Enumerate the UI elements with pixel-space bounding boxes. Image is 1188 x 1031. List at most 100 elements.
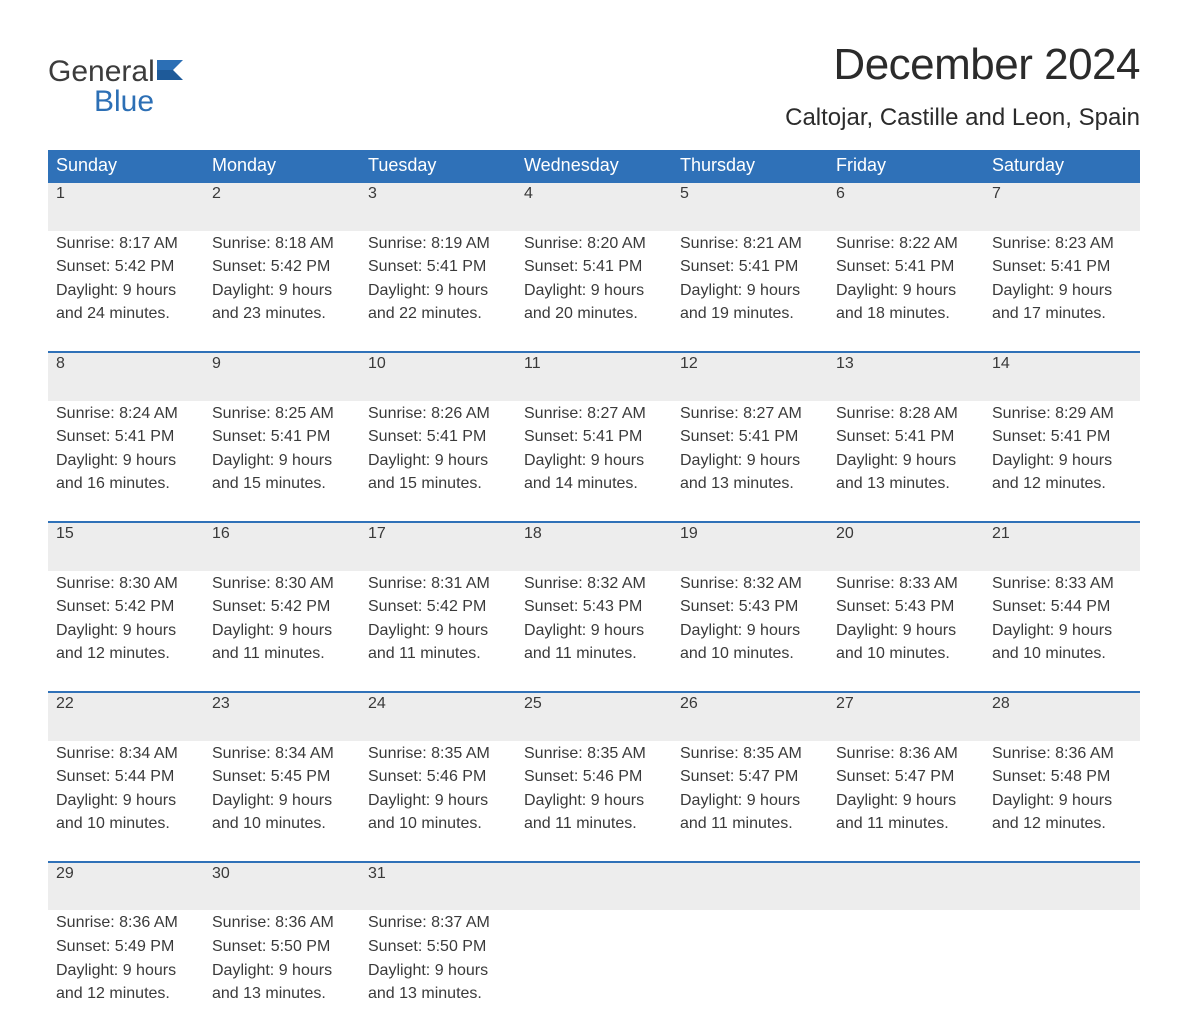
daylight-text: Daylight: 9 hours xyxy=(992,278,1132,302)
day-number: 30 xyxy=(204,862,360,911)
weekday-header: Monday xyxy=(204,150,360,182)
sunset-text: Sunset: 5:47 PM xyxy=(836,764,976,788)
sunrise-text: Sunrise: 8:37 AM xyxy=(368,910,508,934)
sunset-text: Sunset: 5:43 PM xyxy=(524,594,664,618)
sunrise-text: Sunrise: 8:27 AM xyxy=(524,401,664,425)
weekday-header: Tuesday xyxy=(360,150,516,182)
day-cell xyxy=(828,910,984,1030)
day-number: 8 xyxy=(48,352,204,401)
day-cell: Sunrise: 8:24 AMSunset: 5:41 PMDaylight:… xyxy=(48,401,204,522)
day-number: 18 xyxy=(516,522,672,571)
sunset-text: Sunset: 5:46 PM xyxy=(368,764,508,788)
sunset-text: Sunset: 5:41 PM xyxy=(212,424,352,448)
day-cell: Sunrise: 8:29 AMSunset: 5:41 PMDaylight:… xyxy=(984,401,1140,522)
sunset-text: Sunset: 5:41 PM xyxy=(680,254,820,278)
day-cell: Sunrise: 8:27 AMSunset: 5:41 PMDaylight:… xyxy=(516,401,672,522)
daylight-text: and 22 minutes. xyxy=(368,301,508,325)
daylight-text: Daylight: 9 hours xyxy=(836,278,976,302)
day-number: 23 xyxy=(204,692,360,741)
day-number-row: 1234567 xyxy=(48,182,1140,231)
sunrise-text: Sunrise: 8:30 AM xyxy=(56,571,196,595)
day-content-row: Sunrise: 8:24 AMSunset: 5:41 PMDaylight:… xyxy=(48,401,1140,522)
weekday-header: Saturday xyxy=(984,150,1140,182)
daylight-text: and 11 minutes. xyxy=(368,641,508,665)
daylight-text: Daylight: 9 hours xyxy=(212,788,352,812)
day-cell: Sunrise: 8:21 AMSunset: 5:41 PMDaylight:… xyxy=(672,231,828,352)
daylight-text: Daylight: 9 hours xyxy=(212,958,352,982)
sunset-text: Sunset: 5:42 PM xyxy=(212,254,352,278)
sunrise-text: Sunrise: 8:27 AM xyxy=(680,401,820,425)
daylight-text: and 13 minutes. xyxy=(680,471,820,495)
daylight-text: and 16 minutes. xyxy=(56,471,196,495)
day-cell: Sunrise: 8:32 AMSunset: 5:43 PMDaylight:… xyxy=(516,571,672,692)
day-cell: Sunrise: 8:36 AMSunset: 5:48 PMDaylight:… xyxy=(984,741,1140,862)
daylight-text: Daylight: 9 hours xyxy=(992,618,1132,642)
day-cell: Sunrise: 8:35 AMSunset: 5:46 PMDaylight:… xyxy=(516,741,672,862)
sunset-text: Sunset: 5:41 PM xyxy=(524,424,664,448)
day-number: 27 xyxy=(828,692,984,741)
daylight-text: Daylight: 9 hours xyxy=(680,448,820,472)
daylight-text: and 11 minutes. xyxy=(836,811,976,835)
sunrise-text: Sunrise: 8:19 AM xyxy=(368,231,508,255)
sunrise-text: Sunrise: 8:35 AM xyxy=(368,741,508,765)
daylight-text: Daylight: 9 hours xyxy=(524,278,664,302)
sunset-text: Sunset: 5:42 PM xyxy=(56,594,196,618)
daylight-text: and 24 minutes. xyxy=(56,301,196,325)
sunset-text: Sunset: 5:48 PM xyxy=(992,764,1132,788)
sunrise-text: Sunrise: 8:20 AM xyxy=(524,231,664,255)
brand-logo: General Blue xyxy=(48,40,201,116)
day-number: 20 xyxy=(828,522,984,571)
daylight-text: Daylight: 9 hours xyxy=(368,788,508,812)
day-number: 21 xyxy=(984,522,1140,571)
daylight-text: and 12 minutes. xyxy=(56,641,196,665)
sunset-text: Sunset: 5:43 PM xyxy=(836,594,976,618)
sunset-text: Sunset: 5:41 PM xyxy=(836,424,976,448)
daylight-text: Daylight: 9 hours xyxy=(524,618,664,642)
day-cell: Sunrise: 8:31 AMSunset: 5:42 PMDaylight:… xyxy=(360,571,516,692)
day-cell: Sunrise: 8:26 AMSunset: 5:41 PMDaylight:… xyxy=(360,401,516,522)
daylight-text: and 18 minutes. xyxy=(836,301,976,325)
day-number: 14 xyxy=(984,352,1140,401)
sunset-text: Sunset: 5:41 PM xyxy=(992,254,1132,278)
sunset-text: Sunset: 5:46 PM xyxy=(524,764,664,788)
day-cell: Sunrise: 8:22 AMSunset: 5:41 PMDaylight:… xyxy=(828,231,984,352)
sunset-text: Sunset: 5:42 PM xyxy=(212,594,352,618)
daylight-text: and 14 minutes. xyxy=(524,471,664,495)
sunset-text: Sunset: 5:41 PM xyxy=(836,254,976,278)
daylight-text: Daylight: 9 hours xyxy=(680,618,820,642)
daylight-text: Daylight: 9 hours xyxy=(836,618,976,642)
daylight-text: and 15 minutes. xyxy=(368,471,508,495)
daylight-text: Daylight: 9 hours xyxy=(992,788,1132,812)
weekday-header: Thursday xyxy=(672,150,828,182)
day-number: 15 xyxy=(48,522,204,571)
brand-word-2: Blue xyxy=(48,88,201,117)
sunrise-text: Sunrise: 8:36 AM xyxy=(56,910,196,934)
daylight-text: and 15 minutes. xyxy=(212,471,352,495)
day-cell: Sunrise: 8:28 AMSunset: 5:41 PMDaylight:… xyxy=(828,401,984,522)
day-number: 19 xyxy=(672,522,828,571)
day-cell: Sunrise: 8:37 AMSunset: 5:50 PMDaylight:… xyxy=(360,910,516,1030)
sunrise-text: Sunrise: 8:35 AM xyxy=(524,741,664,765)
day-number: 1 xyxy=(48,182,204,231)
day-cell: Sunrise: 8:32 AMSunset: 5:43 PMDaylight:… xyxy=(672,571,828,692)
sunset-text: Sunset: 5:47 PM xyxy=(680,764,820,788)
day-number xyxy=(672,862,828,911)
day-number xyxy=(984,862,1140,911)
day-number-row: 22232425262728 xyxy=(48,692,1140,741)
day-number-row: 891011121314 xyxy=(48,352,1140,401)
daylight-text: Daylight: 9 hours xyxy=(992,448,1132,472)
day-number xyxy=(828,862,984,911)
daylight-text: and 10 minutes. xyxy=(836,641,976,665)
day-number: 12 xyxy=(672,352,828,401)
day-cell: Sunrise: 8:30 AMSunset: 5:42 PMDaylight:… xyxy=(48,571,204,692)
sunrise-text: Sunrise: 8:22 AM xyxy=(836,231,976,255)
day-content-row: Sunrise: 8:17 AMSunset: 5:42 PMDaylight:… xyxy=(48,231,1140,352)
day-content-row: Sunrise: 8:36 AMSunset: 5:49 PMDaylight:… xyxy=(48,910,1140,1030)
sunrise-text: Sunrise: 8:18 AM xyxy=(212,231,352,255)
day-cell: Sunrise: 8:20 AMSunset: 5:41 PMDaylight:… xyxy=(516,231,672,352)
daylight-text: Daylight: 9 hours xyxy=(56,958,196,982)
daylight-text: and 13 minutes. xyxy=(368,981,508,1005)
title-block: December 2024 Caltojar, Castille and Leo… xyxy=(785,40,1140,132)
day-content-row: Sunrise: 8:30 AMSunset: 5:42 PMDaylight:… xyxy=(48,571,1140,692)
sunrise-text: Sunrise: 8:30 AM xyxy=(212,571,352,595)
